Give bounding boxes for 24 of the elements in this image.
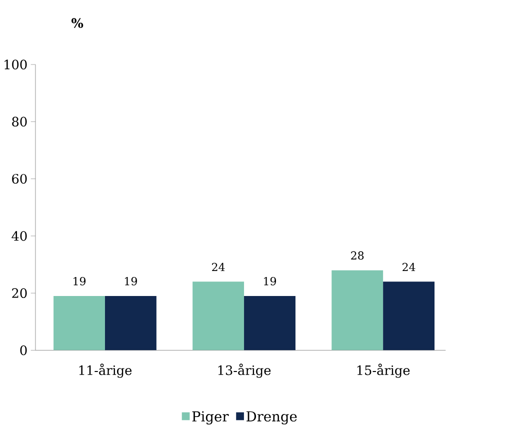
y-tick-label: 80	[12, 116, 27, 127]
data-label: 19	[264, 277, 276, 286]
bar	[192, 282, 244, 350]
y-tick-label: 60	[12, 174, 27, 184]
data-label: 24	[212, 262, 225, 272]
x-tick-label: 15-årige	[357, 364, 410, 378]
legend-label: Piger	[192, 411, 229, 425]
y-tick-label: 40	[12, 231, 27, 241]
bar	[104, 296, 156, 350]
y-tick-label: 20	[12, 288, 27, 298]
y-tick-label: 0	[20, 345, 27, 356]
data-label: 19	[74, 277, 86, 286]
data-label: 28	[351, 251, 364, 260]
legend-label: Drenge	[246, 411, 297, 424]
bar	[54, 296, 105, 350]
x-tick-label: 11-årige	[79, 364, 132, 378]
y-axis-title: %	[72, 18, 84, 28]
bar	[244, 296, 296, 350]
bar	[383, 282, 435, 350]
data-label: 24	[402, 262, 416, 272]
y-tick-label: 100	[4, 60, 27, 70]
x-tick-label: 13-årige	[218, 364, 271, 378]
bar	[332, 270, 384, 350]
data-label: 19	[125, 277, 137, 286]
